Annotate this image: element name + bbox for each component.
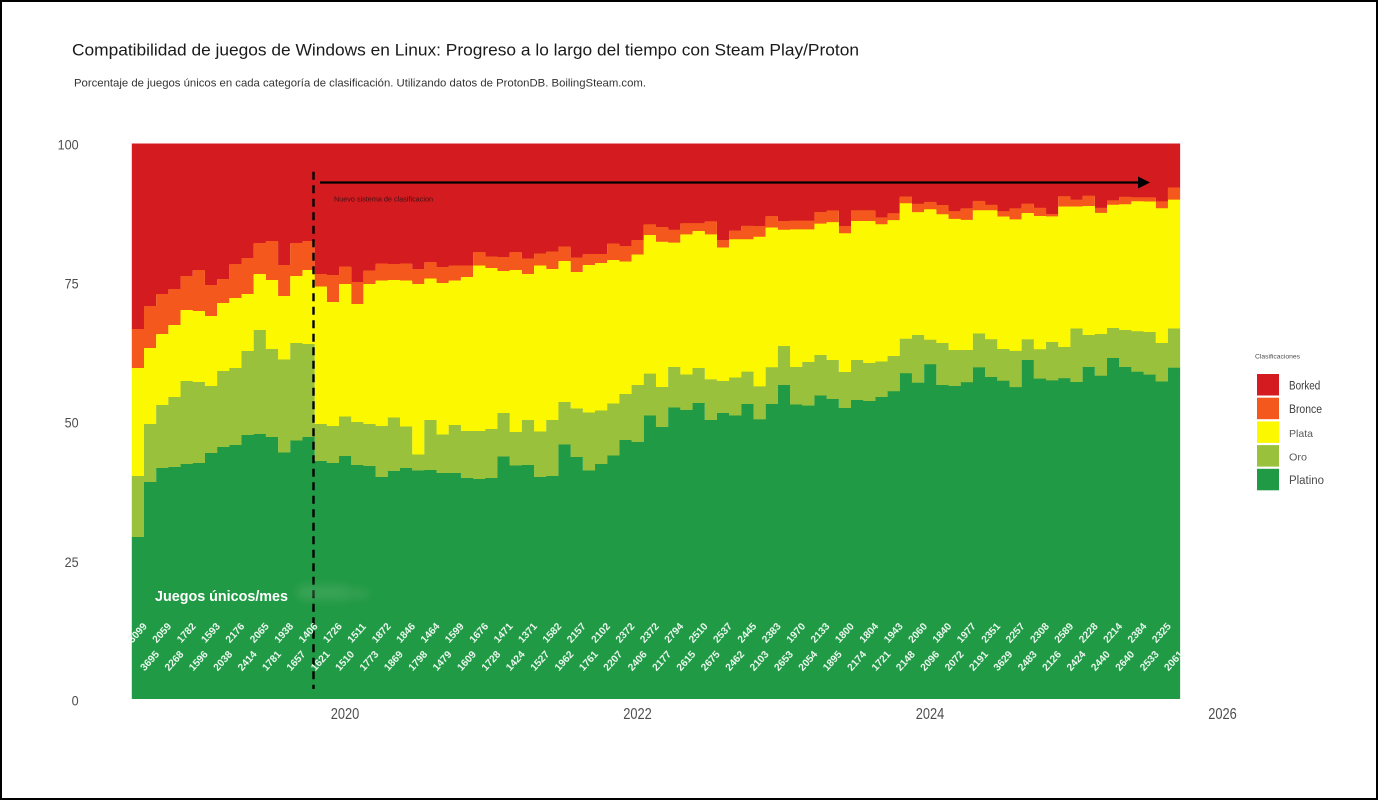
svg-text:Porcentaje de juegos únicos en: Porcentaje de juegos únicos en cada cate… bbox=[74, 78, 646, 90]
svg-text:Compatibilidad de juegos de Wi: Compatibilidad de juegos de Windows en L… bbox=[72, 42, 859, 60]
svg-text:25: 25 bbox=[65, 554, 79, 570]
svg-text:2026: 2026 bbox=[1208, 706, 1237, 723]
svg-text:Borked: Borked bbox=[1289, 380, 1320, 392]
svg-text:Oro: Oro bbox=[1289, 452, 1307, 464]
svg-text:2024: 2024 bbox=[916, 706, 945, 723]
svg-text:Juegos únicos/mes: Juegos únicos/mes bbox=[155, 588, 288, 605]
svg-text:0: 0 bbox=[72, 692, 79, 708]
svg-text:Clasificaciones: Clasificaciones bbox=[1255, 354, 1301, 361]
svg-text:Bronce: Bronce bbox=[1289, 404, 1322, 416]
svg-text:2022: 2022 bbox=[623, 706, 652, 723]
svg-text:75: 75 bbox=[65, 275, 79, 291]
svg-text:2020: 2020 bbox=[331, 706, 360, 723]
svg-text:Plata: Plata bbox=[1289, 428, 1313, 440]
svg-text:Nuevo sistema de clasificacion: Nuevo sistema de clasificacion bbox=[334, 195, 433, 204]
svg-text:100: 100 bbox=[58, 136, 79, 152]
svg-text:Platino: Platino bbox=[1289, 475, 1324, 487]
svg-text:50: 50 bbox=[65, 414, 79, 430]
